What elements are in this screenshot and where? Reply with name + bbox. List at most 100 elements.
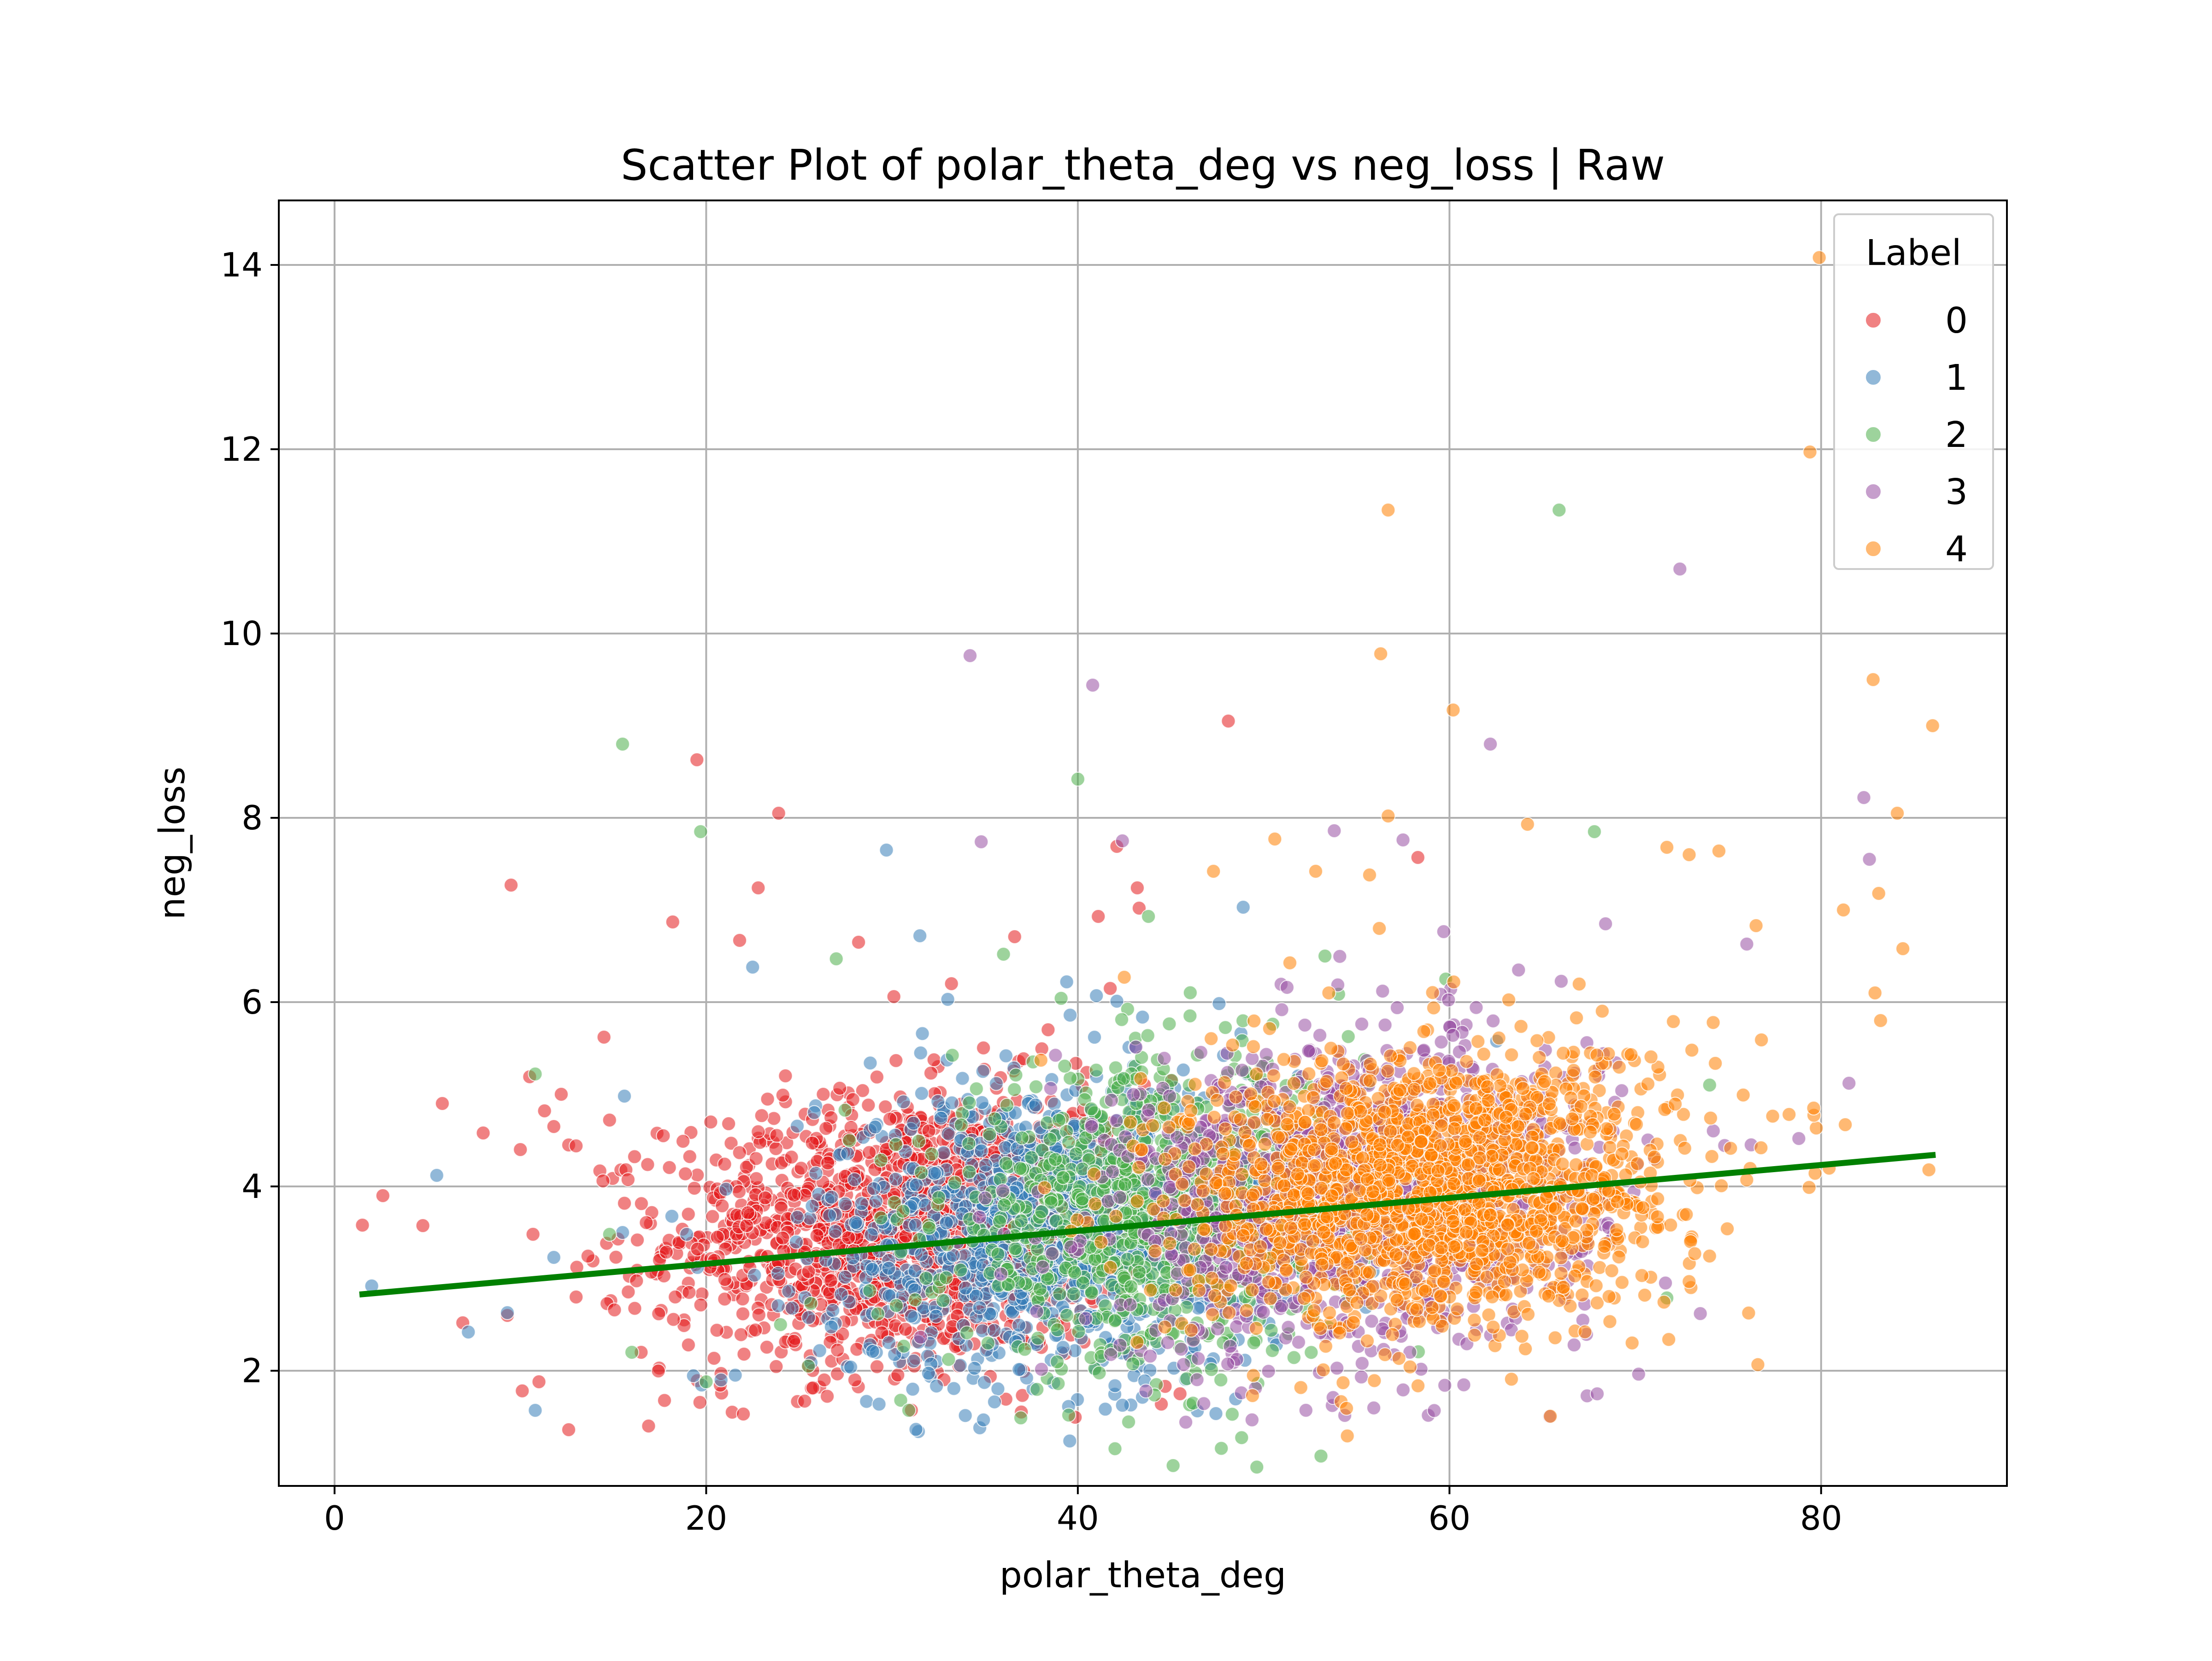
data-point-series-0 (691, 1242, 705, 1256)
data-point-series-3 (1483, 737, 1497, 751)
data-point-series-0 (776, 1231, 789, 1245)
data-point-series-0 (751, 881, 765, 895)
data-point-series-0 (732, 1185, 746, 1198)
data-point-series-2 (914, 1166, 928, 1180)
data-point-series-2 (1225, 1407, 1239, 1421)
data-point-series-2 (932, 1191, 946, 1204)
data-point-series-0 (718, 1157, 731, 1171)
data-point-series-0 (761, 1092, 775, 1106)
data-point-series-1 (909, 1218, 923, 1232)
data-point-series-2 (1304, 1345, 1318, 1359)
data-point-series-1 (746, 960, 759, 974)
data-point-series-1 (771, 1267, 785, 1280)
data-point-series-3 (1378, 1018, 1392, 1032)
data-point-series-1 (922, 1366, 935, 1380)
data-point-series-0 (621, 1173, 635, 1186)
data-point-series-2 (1141, 910, 1155, 923)
data-point-series-0 (891, 1368, 905, 1382)
data-point-series-2 (919, 1271, 933, 1285)
data-point-series-4 (1038, 1181, 1052, 1195)
data-point-series-3 (1567, 1338, 1581, 1352)
data-point-series-2 (962, 1096, 976, 1110)
data-point-series-3 (1512, 963, 1525, 977)
data-point-series-3 (1327, 824, 1341, 838)
data-point-series-0 (1008, 930, 1022, 944)
data-point-series-3 (963, 649, 977, 663)
data-point-series-1 (849, 1215, 863, 1229)
data-point-series-3 (1211, 1322, 1224, 1336)
data-point-series-1 (956, 1072, 970, 1086)
data-point-series-3 (1396, 833, 1410, 847)
data-point-series-0 (581, 1249, 595, 1263)
data-point-series-0 (711, 1230, 724, 1244)
data-point-series-3 (1113, 1191, 1127, 1204)
data-point-series-1 (931, 1095, 945, 1109)
data-point-series-2 (981, 1336, 995, 1350)
data-point-series-0 (1041, 1023, 1055, 1037)
data-point-series-2 (1015, 1131, 1029, 1145)
data-point-series-0 (740, 1219, 753, 1233)
data-point-series-2 (922, 1221, 936, 1235)
data-point-series-0 (841, 1231, 855, 1244)
data-point-series-0 (741, 1206, 755, 1220)
data-point-series-2 (1588, 825, 1601, 839)
data-point-series-0 (693, 1396, 707, 1409)
data-point-series-1 (809, 1167, 823, 1180)
data-point-series-2 (1108, 1442, 1122, 1456)
data-point-series-3 (1190, 1373, 1204, 1386)
data-point-series-2 (1060, 1309, 1074, 1322)
data-point-series-0 (1221, 714, 1235, 728)
data-point-series-3 (1437, 925, 1451, 939)
data-point-series-1 (863, 1056, 877, 1070)
data-point-series-2 (997, 1198, 1011, 1212)
data-point-series-3 (1659, 1276, 1672, 1290)
data-point-series-0 (819, 1121, 833, 1135)
data-point-series-0 (513, 1143, 527, 1156)
data-point-series-2 (1121, 1252, 1135, 1266)
data-point-series-0 (820, 1389, 834, 1403)
data-point-series-1 (867, 1182, 881, 1196)
data-point-series-3 (1292, 1335, 1306, 1349)
data-point-series-1 (905, 1309, 918, 1323)
data-point-series-1 (1029, 1098, 1042, 1112)
data-point-series-3 (1863, 852, 1877, 866)
data-point-series-1 (1177, 1063, 1190, 1077)
data-point-series-1 (547, 1250, 561, 1264)
data-point-series-1 (1063, 1434, 1077, 1448)
data-point-series-0 (628, 1302, 641, 1315)
data-point-series-3 (1256, 1305, 1270, 1319)
data-point-series-3 (1792, 1132, 1806, 1145)
data-point-series-3 (1673, 562, 1687, 576)
data-point-series-2 (1053, 1287, 1066, 1301)
data-point-series-1 (897, 1095, 911, 1109)
data-point-series-2 (1008, 1242, 1022, 1256)
data-point-series-0 (927, 1053, 941, 1067)
data-point-series-3 (1599, 917, 1612, 931)
data-point-series-2 (1009, 1068, 1023, 1082)
data-point-series-0 (641, 1419, 655, 1433)
data-point-series-1 (1209, 1407, 1223, 1420)
data-point-series-0 (609, 1250, 623, 1264)
data-point-series-2 (939, 1271, 953, 1285)
data-point-series-3 (1298, 1018, 1312, 1032)
data-point-series-1 (865, 1228, 878, 1242)
data-point-series-3 (1030, 1304, 1044, 1318)
data-point-series-0 (554, 1087, 568, 1101)
data-point-series-3 (1085, 1120, 1099, 1133)
data-point-series-1 (909, 1178, 923, 1192)
data-point-series-0 (755, 1109, 769, 1122)
data-point-series-2 (997, 947, 1011, 961)
data-point-series-1 (989, 1077, 1003, 1091)
data-point-series-0 (652, 1307, 665, 1321)
data-point-series-1 (802, 1311, 816, 1325)
data-point-series-3 (1590, 1387, 1604, 1401)
data-point-series-1 (1098, 1402, 1112, 1416)
data-point-series-1 (915, 1086, 929, 1100)
data-point-series-3 (1179, 1415, 1193, 1429)
data-point-series-1 (616, 1226, 629, 1239)
data-point-series-0 (630, 1233, 644, 1247)
data-point-series-1 (1089, 989, 1103, 1003)
data-point-series-1 (813, 1344, 827, 1357)
data-point-series-2 (699, 1375, 713, 1389)
data-point-series-0 (718, 1292, 731, 1306)
